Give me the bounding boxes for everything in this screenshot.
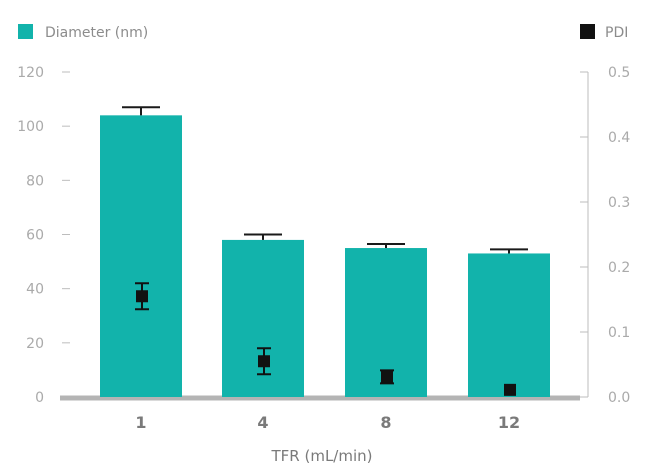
y-tick-label: 0 — [35, 390, 44, 406]
x-axis-title: TFR (mL/min) — [271, 447, 373, 465]
pdi-point — [258, 355, 270, 368]
y-tick-label: 40 — [26, 282, 44, 298]
y2-tick-label: 0.4 — [608, 130, 630, 146]
legend-label-diameter: Diameter (nm) — [45, 25, 148, 41]
bars — [100, 106, 550, 397]
pdi-point — [381, 370, 393, 383]
legend-swatch-pdi — [580, 24, 595, 39]
x-tick-label: 12 — [498, 413, 520, 432]
y-tick-label: 120 — [17, 65, 44, 81]
y-tick-label: 80 — [26, 173, 44, 189]
diameter-bar — [468, 253, 550, 397]
y2-tick-label: 0.0 — [608, 390, 630, 406]
pdi-point — [136, 290, 148, 303]
axes — [60, 71, 589, 401]
pdi-points — [135, 282, 516, 396]
y-tick-label: 100 — [17, 119, 44, 135]
x-tick-label: 1 — [135, 413, 146, 432]
y-tick-label: 60 — [26, 228, 44, 244]
x-tick-label: 8 — [380, 413, 391, 432]
y-tick-label: 20 — [26, 336, 44, 352]
legend-label-pdi: PDI — [605, 25, 628, 41]
y2-tick-label: 0.5 — [608, 65, 630, 81]
x-tick-label: 4 — [257, 413, 268, 432]
y2-tick-label: 0.2 — [608, 260, 630, 276]
legend-swatch-diameter — [18, 24, 33, 39]
tick-labels: 0 20 40 60 80 100 120 0.0 0.1 0.2 0.3 0.4 0.5 1 4 8 12 — [17, 65, 630, 432]
y2-tick-label: 0.1 — [608, 325, 630, 341]
y2-tick-label: 0.3 — [608, 195, 630, 211]
pdi-point — [504, 383, 516, 396]
diameter-bar — [100, 115, 182, 397]
